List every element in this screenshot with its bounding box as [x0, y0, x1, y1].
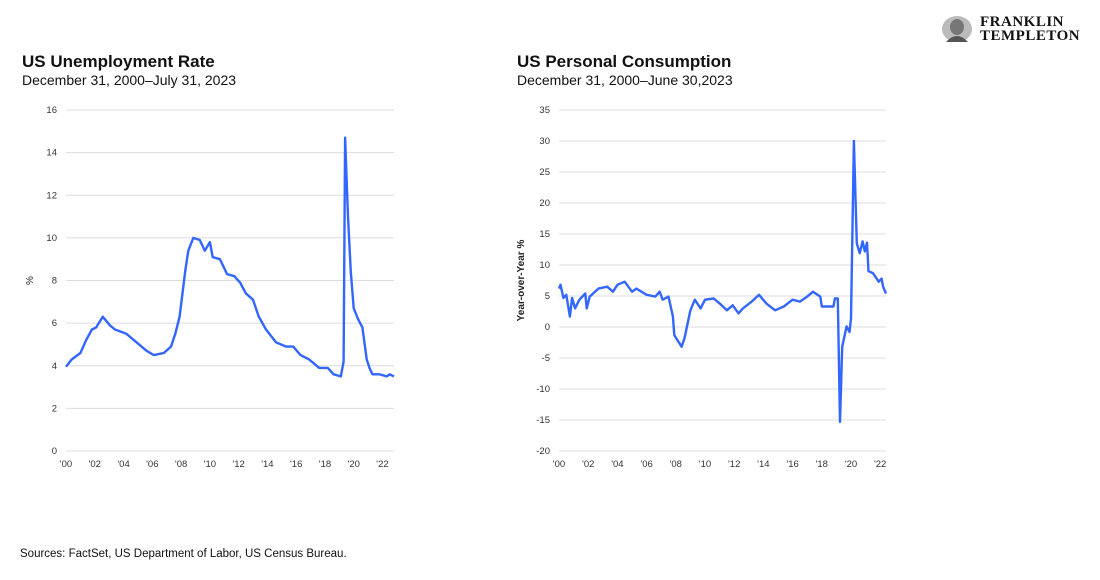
x-tick-label: '06: [146, 459, 158, 470]
x-tick-label: '04: [611, 459, 623, 470]
y-tick-label: 25: [539, 167, 550, 178]
data-line: [65, 136, 395, 378]
y-tick-label: -20: [536, 446, 550, 457]
y-tick-label: -5: [542, 353, 550, 364]
y-tick-label: 0: [52, 446, 57, 457]
x-tick-label: '12: [232, 459, 244, 470]
y-tick-label: 15: [539, 229, 550, 240]
chart1-title: US Unemployment Rate: [22, 52, 215, 71]
x-tick-label: '04: [117, 459, 129, 470]
x-tick-label: '02: [582, 459, 594, 470]
y-tick-label: 10: [46, 233, 57, 244]
y-tick-label: 20: [539, 198, 550, 209]
x-tick-label: '10: [699, 459, 711, 470]
chart2-subtitle: December 31, 2000–June 30,2023: [517, 72, 733, 88]
x-tick-label: '12: [728, 459, 740, 470]
x-tick-label: '16: [290, 459, 302, 470]
x-tick-label: '14: [261, 459, 273, 470]
x-tick-label: '20: [348, 459, 360, 470]
y-tick-label: 8: [52, 276, 57, 287]
x-tick-label: '14: [757, 459, 769, 470]
y-axis-label: Year-over-Year %: [516, 240, 527, 322]
chart1-subtitle: December 31, 2000–July 31, 2023: [22, 72, 237, 88]
franklin-templeton-logo: FRANKLIN TEMPLETON: [940, 14, 1080, 44]
source-note: Sources: FactSet, US Department of Labor…: [20, 548, 347, 560]
y-tick-label: 35: [539, 105, 550, 116]
x-tick-label: '08: [670, 459, 682, 470]
x-tick-label: '00: [60, 459, 72, 470]
x-tick-label: '18: [319, 459, 331, 470]
y-tick-label: 6: [52, 318, 57, 329]
x-tick-label: '06: [640, 459, 652, 470]
logo-line1: FRANKLIN: [980, 14, 1065, 30]
x-tick-label: '10: [204, 459, 216, 470]
y-axis-label: %: [25, 276, 36, 285]
data-line: [557, 139, 888, 424]
franklin-portrait-icon: [942, 16, 972, 42]
unemployment-chart: 0 2 4 6 8 10 12 14 16 '00 '02 '04 '06 '08 '10 '12 '14 '16…: [25, 105, 395, 470]
y-tick-label: 10: [539, 260, 550, 271]
y-tick-label: 14: [46, 148, 57, 159]
y-tick-label: 2: [52, 403, 57, 414]
logo-line2: TEMPLETON: [980, 28, 1081, 44]
chart2-title: US Personal Consumption: [517, 52, 732, 71]
y-tick-label: 16: [46, 105, 57, 116]
y-tick-label: -10: [536, 384, 550, 395]
x-tick-label: '16: [786, 459, 798, 470]
y-tick-label: 12: [46, 190, 57, 201]
y-tick-label: 4: [52, 361, 57, 372]
x-tick-label: '22: [376, 459, 388, 470]
y-tick-label: 30: [539, 136, 550, 147]
x-tick-label: '18: [816, 459, 828, 470]
y-tick-label: 0: [545, 322, 550, 333]
x-tick-label: '20: [845, 459, 857, 470]
x-tick-label: '00: [553, 459, 565, 470]
y-tick-label: -15: [536, 415, 550, 426]
y-tick-label: 5: [545, 291, 550, 302]
x-tick-label: '08: [175, 459, 187, 470]
consumption-chart: -20 -15 -10 -5 0 5 10 15 20 25 30 35 '00 '02 '04 '06 '08…: [516, 105, 888, 470]
x-tick-label: '02: [89, 459, 101, 470]
x-tick-label: '22: [874, 459, 886, 470]
